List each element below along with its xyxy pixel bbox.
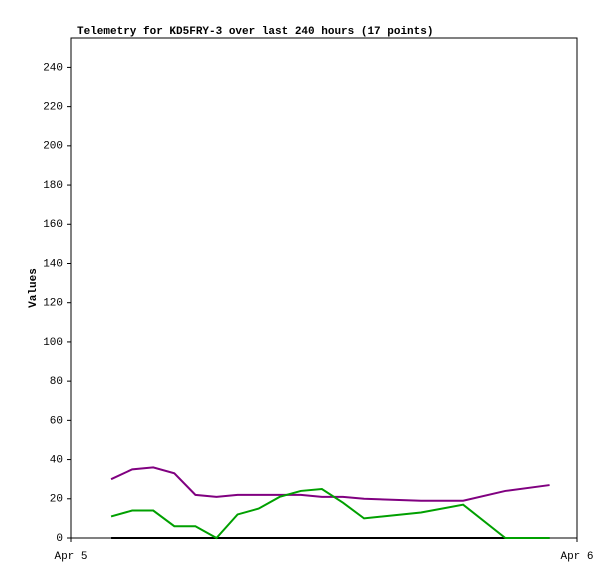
x-tick-label: Apr 5 (54, 551, 87, 563)
y-tick-label: 200 (43, 141, 63, 153)
y-tick-label: 220 (43, 102, 63, 114)
y-tick-label: 140 (43, 258, 63, 270)
series-line (110, 487, 550, 540)
y-axis-label: Values (28, 268, 40, 308)
plot-frame (70, 37, 578, 539)
y-tick-label: 180 (43, 180, 63, 192)
y-tick-label: 40 (50, 454, 63, 466)
y-tick-label: 120 (43, 298, 63, 310)
y-tick-label: 100 (43, 337, 63, 349)
y-tick-label: 60 (50, 415, 63, 427)
y-tick-label: 0 (56, 533, 63, 545)
y-tick-label: 240 (43, 62, 63, 74)
chart-title: Telemetry for KD5FRY-3 over last 240 hou… (77, 26, 433, 38)
y-tick-label: 160 (43, 219, 63, 231)
y-tick-label: 20 (50, 494, 63, 506)
y-tick-label: 80 (50, 376, 63, 388)
series-line (110, 466, 550, 502)
x-tick-label: Apr 6 (560, 551, 593, 563)
